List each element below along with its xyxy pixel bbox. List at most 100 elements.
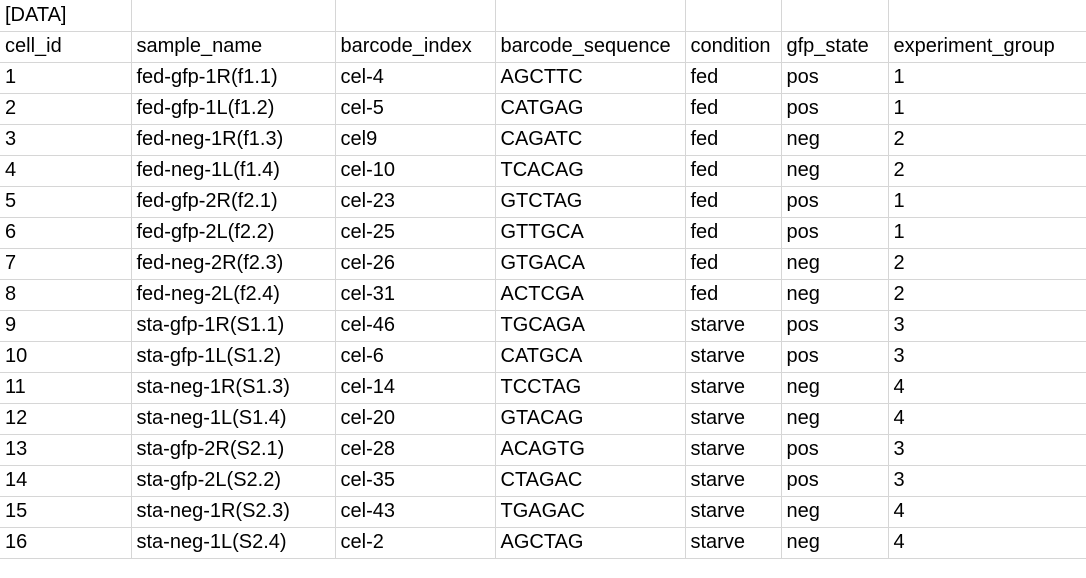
empty-cell[interactable] xyxy=(494,0,686,32)
cell-cell-id[interactable]: 6 xyxy=(0,216,132,249)
cell-barcode-sequence[interactable]: CAGATC xyxy=(494,123,686,156)
empty-cell[interactable] xyxy=(334,0,496,32)
cell-barcode-index[interactable]: cel-14 xyxy=(334,371,496,404)
cell-experiment-group[interactable]: 4 xyxy=(887,495,1086,528)
cell-gfp-state[interactable]: neg xyxy=(780,154,889,187)
cell-sample-name[interactable]: fed-gfp-2L(f2.2) xyxy=(130,216,336,249)
cell-gfp-state[interactable]: neg xyxy=(780,278,889,311)
cell-sample-name[interactable]: sta-gfp-2R(S2.1) xyxy=(130,433,336,466)
cell-experiment-group[interactable]: 3 xyxy=(887,340,1086,373)
cell-experiment-group[interactable]: 4 xyxy=(887,526,1086,559)
cell-experiment-group[interactable]: 2 xyxy=(887,123,1086,156)
cell-gfp-state[interactable]: pos xyxy=(780,309,889,342)
cell-condition[interactable]: fed xyxy=(684,247,782,280)
header-cell-barcode-sequence[interactable]: barcode_sequence xyxy=(494,30,686,63)
cell-barcode-index[interactable]: cel-26 xyxy=(334,247,496,280)
cell-experiment-group[interactable]: 1 xyxy=(887,61,1086,94)
header-cell-cell-id[interactable]: cell_id xyxy=(0,30,132,63)
header-cell-gfp-state[interactable]: gfp_state xyxy=(780,30,889,63)
cell-experiment-group[interactable]: 3 xyxy=(887,464,1086,497)
header-cell-sample-name[interactable]: sample_name xyxy=(130,30,336,63)
cell-barcode-index[interactable]: cel-5 xyxy=(334,92,496,125)
cell-gfp-state[interactable]: neg xyxy=(780,526,889,559)
cell-cell-id[interactable]: 10 xyxy=(0,340,132,373)
empty-cell[interactable] xyxy=(684,0,782,32)
cell-barcode-sequence[interactable]: CATGAG xyxy=(494,92,686,125)
cell-barcode-sequence[interactable]: GTCTAG xyxy=(494,185,686,218)
cell-barcode-sequence[interactable]: GTTGCA xyxy=(494,216,686,249)
cell-cell-id[interactable]: 14 xyxy=(0,464,132,497)
cell-sample-name[interactable]: fed-gfp-1R(f1.1) xyxy=(130,61,336,94)
header-cell-condition[interactable]: condition xyxy=(684,30,782,63)
cell-cell-id[interactable]: 5 xyxy=(0,185,132,218)
cell-condition[interactable]: starve xyxy=(684,309,782,342)
cell-experiment-group[interactable]: 2 xyxy=(887,278,1086,311)
empty-cell[interactable] xyxy=(780,0,889,32)
cell-barcode-sequence[interactable]: CTAGAC xyxy=(494,464,686,497)
cell-gfp-state[interactable]: pos xyxy=(780,433,889,466)
cell-condition[interactable]: fed xyxy=(684,216,782,249)
cell-gfp-state[interactable]: pos xyxy=(780,464,889,497)
cell-experiment-group[interactable]: 4 xyxy=(887,402,1086,435)
cell-barcode-sequence[interactable]: CATGCA xyxy=(494,340,686,373)
cell-gfp-state[interactable]: pos xyxy=(780,185,889,218)
cell-sample-name[interactable]: fed-gfp-2R(f2.1) xyxy=(130,185,336,218)
cell-sample-name[interactable]: sta-neg-1R(S2.3) xyxy=(130,495,336,528)
cell-experiment-group[interactable]: 4 xyxy=(887,371,1086,404)
cell-condition[interactable]: fed xyxy=(684,123,782,156)
cell-gfp-state[interactable]: neg xyxy=(780,495,889,528)
cell-experiment-group[interactable]: 1 xyxy=(887,92,1086,125)
cell-cell-id[interactable]: 4 xyxy=(0,154,132,187)
cell-barcode-index[interactable]: cel-4 xyxy=(334,61,496,94)
header-cell-experiment-group[interactable]: experiment_group xyxy=(887,30,1086,63)
cell-cell-id[interactable]: 12 xyxy=(0,402,132,435)
cell-condition[interactable]: fed xyxy=(684,185,782,218)
cell-barcode-sequence[interactable]: GTGACA xyxy=(494,247,686,280)
cell-condition[interactable]: fed xyxy=(684,154,782,187)
cell-experiment-group[interactable]: 1 xyxy=(887,185,1086,218)
cell-sample-name[interactable]: fed-neg-1R(f1.3) xyxy=(130,123,336,156)
cell-experiment-group[interactable]: 1 xyxy=(887,216,1086,249)
cell-gfp-state[interactable]: pos xyxy=(780,92,889,125)
cell-sample-name[interactable]: fed-neg-2R(f2.3) xyxy=(130,247,336,280)
cell-barcode-index[interactable]: cel-28 xyxy=(334,433,496,466)
cell-sample-name[interactable]: sta-gfp-1R(S1.1) xyxy=(130,309,336,342)
cell-condition[interactable]: starve xyxy=(684,526,782,559)
cell-sample-name[interactable]: sta-gfp-1L(S1.2) xyxy=(130,340,336,373)
cell-gfp-state[interactable]: pos xyxy=(780,61,889,94)
cell-experiment-group[interactable]: 3 xyxy=(887,309,1086,342)
cell-barcode-index[interactable]: cel-6 xyxy=(334,340,496,373)
header-cell-barcode-index[interactable]: barcode_index xyxy=(334,30,496,63)
cell-cell-id[interactable]: 7 xyxy=(0,247,132,280)
cell-experiment-group[interactable]: 2 xyxy=(887,247,1086,280)
cell-barcode-index[interactable]: cel-10 xyxy=(334,154,496,187)
empty-cell[interactable] xyxy=(130,0,336,32)
cell-sample-name[interactable]: sta-neg-1L(S2.4) xyxy=(130,526,336,559)
cell-barcode-index[interactable]: cel-46 xyxy=(334,309,496,342)
cell-condition[interactable]: starve xyxy=(684,433,782,466)
empty-cell[interactable] xyxy=(887,0,1086,32)
cell-cell-id[interactable]: 3 xyxy=(0,123,132,156)
cell-condition[interactable]: starve xyxy=(684,402,782,435)
cell-barcode-sequence[interactable]: AGCTAG xyxy=(494,526,686,559)
cell-barcode-sequence[interactable]: TGAGAC xyxy=(494,495,686,528)
cell-gfp-state[interactable]: pos xyxy=(780,216,889,249)
cell-sample-name[interactable]: sta-gfp-2L(S2.2) xyxy=(130,464,336,497)
cell-condition[interactable]: starve xyxy=(684,371,782,404)
cell-gfp-state[interactable]: neg xyxy=(780,371,889,404)
cell-cell-id[interactable]: 11 xyxy=(0,371,132,404)
cell-sample-name[interactable]: fed-neg-2L(f2.4) xyxy=(130,278,336,311)
cell-cell-id[interactable]: 8 xyxy=(0,278,132,311)
cell-barcode-index[interactable]: cel9 xyxy=(334,123,496,156)
cell-barcode-index[interactable]: cel-35 xyxy=(334,464,496,497)
cell-cell-id[interactable]: 13 xyxy=(0,433,132,466)
cell-barcode-index[interactable]: cel-31 xyxy=(334,278,496,311)
cell-sample-name[interactable]: sta-neg-1L(S1.4) xyxy=(130,402,336,435)
cell-sample-name[interactable]: fed-neg-1L(f1.4) xyxy=(130,154,336,187)
cell-cell-id[interactable]: 16 xyxy=(0,526,132,559)
cell-barcode-index[interactable]: cel-25 xyxy=(334,216,496,249)
cell-condition[interactable]: fed xyxy=(684,61,782,94)
cell-barcode-sequence[interactable]: TCCTAG xyxy=(494,371,686,404)
cell-barcode-index[interactable]: cel-43 xyxy=(334,495,496,528)
cell-sample-name[interactable]: sta-neg-1R(S1.3) xyxy=(130,371,336,404)
